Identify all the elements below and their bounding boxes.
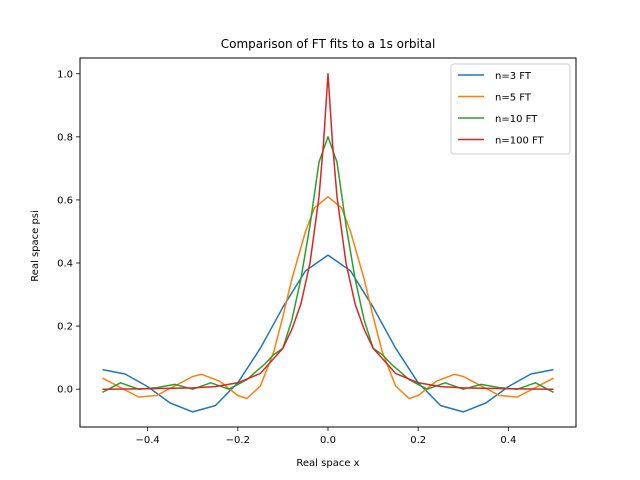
x-tick-label-3: 0.0: [320, 435, 336, 446]
chart-title: Comparison of FT fits to a 1s orbital: [221, 37, 436, 51]
legend-label-2: n=5 FT: [495, 93, 532, 104]
x-tick-label-4: 0.2: [410, 435, 426, 446]
y-tick-label-2: 0.2: [57, 322, 73, 333]
x-tick-label-5: 0.4: [500, 435, 516, 446]
y-tick-label-4: 0.6: [57, 195, 73, 206]
series-line-3: [102, 136, 554, 393]
y-tick-label-1: 0.0: [57, 385, 73, 396]
ticks-layer: −0.4 −0.2 0.0 0.2 0.4 0.0 0.2 0.4 0.6 0.8 1.0: [57, 69, 516, 446]
legend-label-1: n=3 FT: [495, 71, 532, 82]
series-line-2: [102, 196, 554, 400]
y-axis-label: Real space psi: [30, 210, 41, 282]
x-axis-label: Real space x: [296, 458, 359, 469]
x-tick-label-2: −0.2: [226, 435, 250, 446]
y-tick-label-5: 0.8: [57, 132, 73, 143]
legend: n=3 FT n=5 FT n=10 FT n=100 FT: [450, 63, 571, 155]
x-tick-label-1: −0.4: [135, 435, 159, 446]
y-tick-label-3: 0.4: [57, 259, 73, 270]
series-line-1: [102, 254, 554, 413]
series-layer: [102, 73, 554, 413]
series-line-4: [102, 73, 554, 390]
legend-label-3: n=10 FT: [495, 114, 538, 125]
y-tick-label-6: 1.0: [57, 69, 73, 80]
legend-label-4: n=100 FT: [495, 136, 545, 147]
legend-box: [450, 63, 571, 155]
